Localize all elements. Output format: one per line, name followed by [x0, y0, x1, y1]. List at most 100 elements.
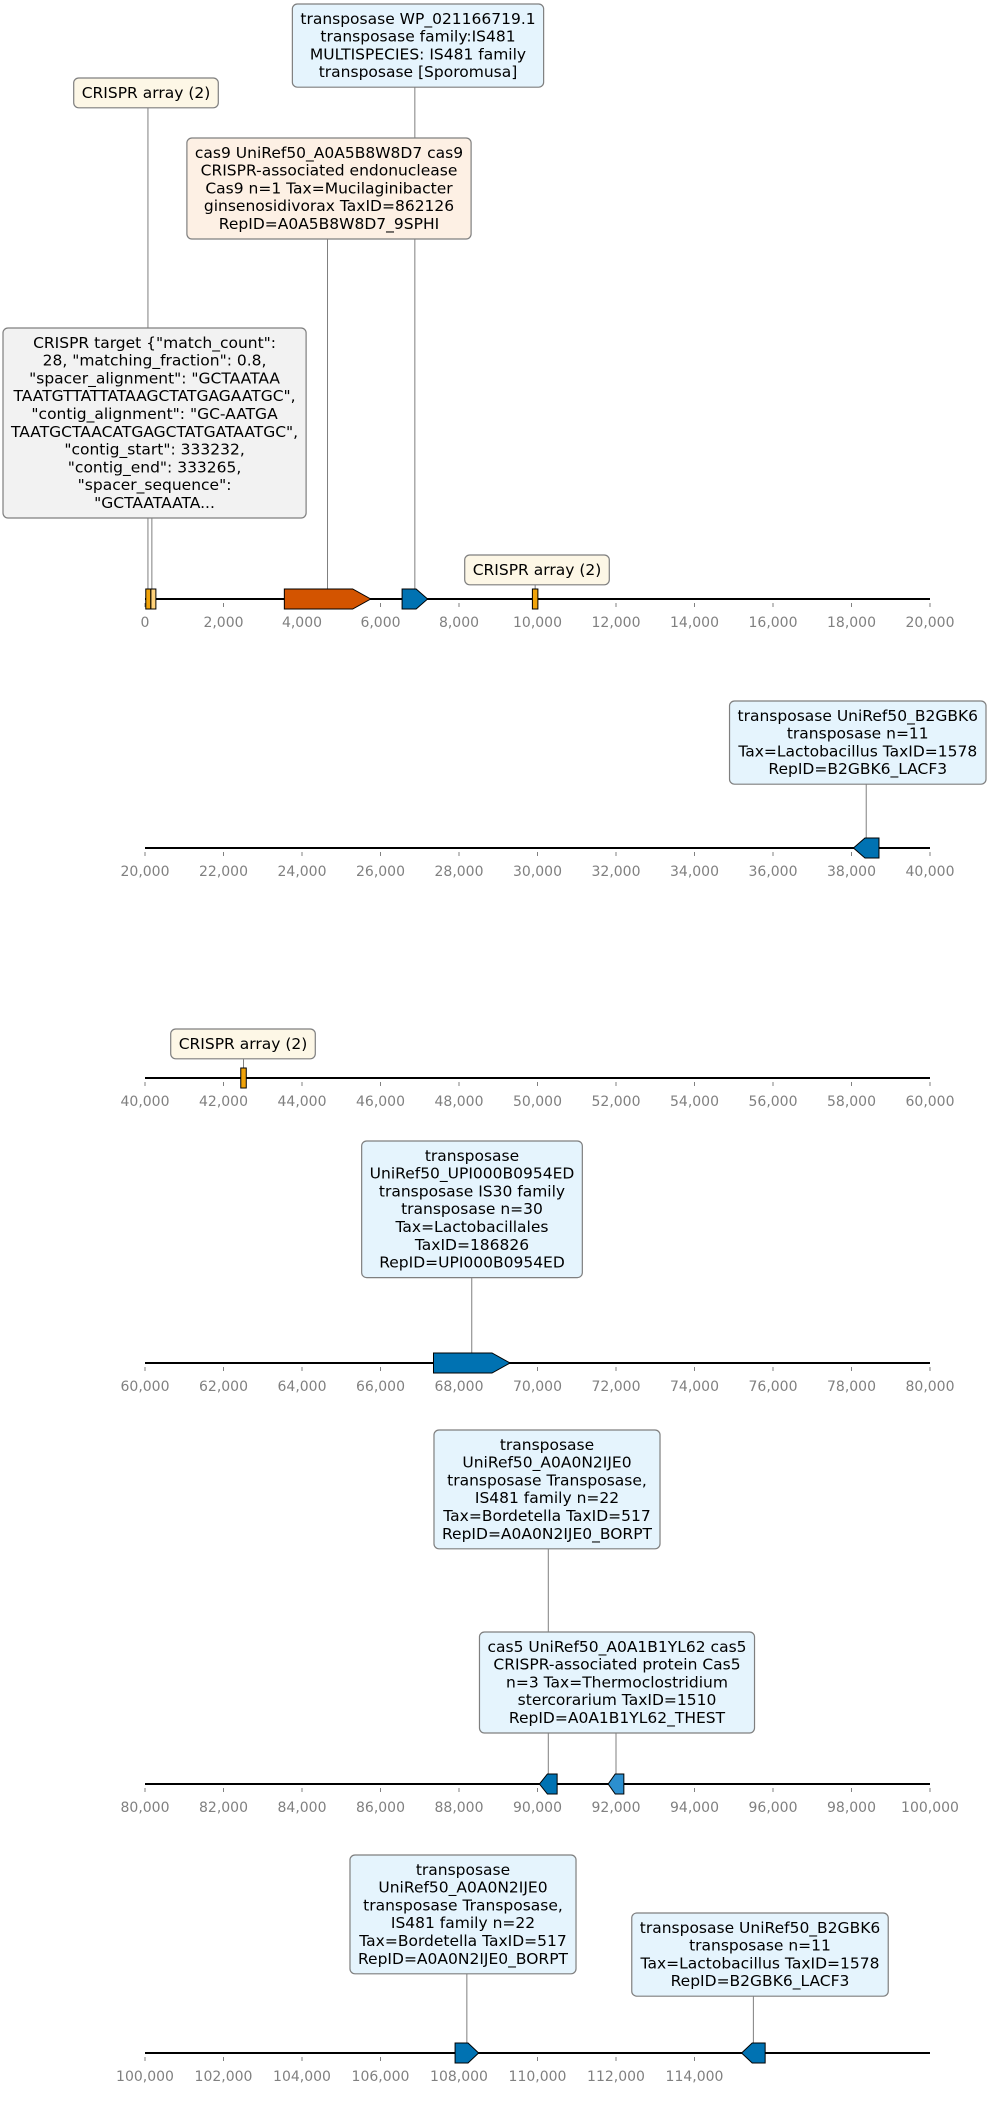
label-transposase-b2gbk6-2-line: RepID=B2GBK6_LACF3 — [671, 1972, 850, 1991]
label-transposase-b2gbk6-1-line: transposase n=11 — [787, 725, 929, 743]
transposase-gene-1[interactable] — [401, 588, 429, 610]
label-transposase-a0a0n2ije0-2-box — [349, 1854, 577, 1975]
tick-label: 70,000 — [513, 1379, 562, 1395]
label-cas9-line: RepID=A0A5B8W8D7_9SPHI — [219, 215, 439, 234]
crispr-array-1[interactable] — [145, 588, 152, 610]
label-crispr-target-line: "contig_end": 333265, — [68, 458, 242, 477]
tick-label: 110,000 — [509, 2069, 567, 2085]
track-4: 60,000 62,000 64,000 66,000 68,000 70,000 72,0… — [121, 1140, 955, 1395]
label-transposase-wp-line: transposase [Sporomusa] — [319, 63, 518, 81]
label-transposase-b2gbk6-2-line: transposase UniRef50_B2GBK6 — [640, 1919, 880, 1938]
tick-label: 90,000 — [513, 1800, 562, 1816]
tick-label: 6,000 — [360, 615, 400, 631]
tick-label: 40,000 — [906, 864, 955, 880]
label-transposase-a0a0n2ije0-1-box — [433, 1429, 661, 1550]
label-cas5-line: CRISPR-associated protein Cas5 — [493, 1656, 740, 1674]
label-crispr-array-1[interactable]: CRISPR array (2) — [73, 77, 219, 109]
tick-label: 52,000 — [592, 1094, 641, 1110]
transposase-gene-3[interactable] — [432, 1352, 512, 1374]
tick-label: 106,000 — [352, 2069, 410, 2085]
tick-label: 26,000 — [356, 864, 405, 880]
label-crispr-target-line: "spacer_alignment": "GCTAATAA — [29, 369, 280, 388]
label-transposase-a0a0n2ije0-2[interactable]: transposaseUniRef50_A0A0N2IJE0transposas… — [349, 1854, 577, 1975]
tick-label: 8,000 — [439, 615, 479, 631]
tick-label: 30,000 — [513, 864, 562, 880]
tick-label: 92,000 — [592, 1800, 641, 1816]
tick-label: 82,000 — [199, 1800, 248, 1816]
label-transposase-b2gbk6-1-line: Tax=Lactobacillus TaxID=1578 — [737, 742, 977, 760]
label-transposase-upi000b0954ed-line: transposase IS30 family — [379, 1182, 565, 1200]
tick-label: 74,000 — [670, 1379, 719, 1395]
label-transposase-b2gbk6-1-box — [728, 700, 987, 785]
tick-label: 76,000 — [749, 1379, 798, 1395]
label-transposase-a0a0n2ije0-1-line: transposase — [500, 1436, 594, 1454]
label-crispr-array-1-line: CRISPR array (2) — [82, 84, 211, 102]
label-transposase-upi000b0954ed-line: RepID=UPI000B0954ED — [379, 1254, 565, 1272]
tick-label: 84,000 — [278, 1800, 327, 1816]
label-crispr-target-line: 28, "matching_fraction": 0.8, — [43, 352, 267, 371]
tick-label: 48,000 — [435, 1094, 484, 1110]
label-cas9-line: ginsenosidivorax TaxID=862126 — [204, 197, 454, 215]
tick-label: 96,000 — [749, 1800, 798, 1816]
label-transposase-a0a0n2ije0-1-line: IS481 family n=22 — [475, 1489, 619, 1507]
label-transposase-a0a0n2ije0-1-line: Tax=Bordetella TaxID=517 — [442, 1507, 650, 1525]
track-1: 0 2,000 4,000 6,000 8,000 10,000 12,000 14,000 1… — [2, 3, 955, 631]
label-cas5-line: RepID=A0A1B1YL62_THEST — [509, 1709, 726, 1728]
label-crispr-array-3[interactable]: CRISPR array (2) — [170, 1028, 316, 1060]
tick-label: 56,000 — [749, 1094, 798, 1110]
label-crispr-target-line: "contig_alignment": "GC-AATGA — [31, 405, 278, 424]
tick-label: 114,000 — [666, 2069, 724, 2085]
tick-label: 104,000 — [273, 2069, 331, 2085]
label-transposase-upi000b0954ed-line: TaxID=186826 — [414, 1236, 529, 1254]
label-transposase-upi000b0954ed[interactable]: transposaseUniRef50_UPI000B0954EDtranspo… — [361, 1140, 583, 1279]
tick-label: 86,000 — [356, 1800, 405, 1816]
label-cas9-line: Cas9 n=1 Tax=Mucilaginibacter — [205, 179, 453, 197]
tick-label: 78,000 — [827, 1379, 876, 1395]
transposase-gene-2[interactable] — [852, 837, 880, 859]
track-6: 100,000 102,000 104,000 106,000 108,000 110,0… — [116, 1854, 930, 2085]
label-transposase-a0a0n2ije0-1[interactable]: transposaseUniRef50_A0A0N2IJE0transposas… — [433, 1429, 661, 1550]
label-crispr-array-3-line: CRISPR array (2) — [179, 1035, 308, 1053]
label-transposase-wp-box — [291, 3, 545, 88]
label-crispr-target[interactable]: CRISPR target {"match_count":28, "matchi… — [2, 327, 307, 519]
label-transposase-b2gbk6-1-line: RepID=B2GBK6_LACF3 — [768, 760, 947, 779]
cas5-gene[interactable] — [607, 1773, 625, 1795]
cas9-gene[interactable] — [283, 588, 372, 610]
tick-label: 50,000 — [513, 1094, 562, 1110]
label-transposase-upi000b0954ed-line: Tax=Lactobacillales — [395, 1218, 549, 1236]
crispr-array-3[interactable] — [240, 1067, 247, 1089]
tick-label: 58,000 — [827, 1094, 876, 1110]
tick-label: 14,000 — [670, 615, 719, 631]
tick-label: 40,000 — [121, 1094, 170, 1110]
label-crispr-target-line: "contig_start": 333232, — [64, 441, 244, 460]
label-transposase-a0a0n2ije0-2-line: RepID=A0A0N2IJE0_BORPT — [358, 1950, 569, 1969]
label-cas5-box — [478, 1631, 756, 1734]
tick-label: 54,000 — [670, 1094, 719, 1110]
label-cas9-line: CRISPR-associated endonuclease — [201, 162, 458, 180]
transposase-gene-5[interactable] — [454, 2042, 480, 2064]
label-cas9[interactable]: cas9 UniRef50_A0A5B8W8D7 cas9CRISPR-asso… — [186, 137, 472, 240]
crispr-target[interactable] — [150, 588, 157, 610]
label-crispr-array-2-box — [464, 554, 610, 586]
tick-label: 98,000 — [827, 1800, 876, 1816]
label-transposase-b2gbk6-2-line: Tax=Lactobacillus TaxID=1578 — [640, 1954, 880, 1972]
tick-label: 10,000 — [513, 615, 562, 631]
label-cas5[interactable]: cas5 UniRef50_A0A1B1YL62 cas5CRISPR-asso… — [478, 1631, 756, 1734]
label-crispr-array-2[interactable]: CRISPR array (2) — [464, 554, 610, 586]
tick-label: 0 — [141, 615, 150, 631]
label-transposase-a0a0n2ije0-2-line: transposase Transposase, — [363, 1896, 563, 1914]
label-transposase-wp-line: transposase family:IS481 — [320, 28, 515, 46]
label-crispr-array-3-box — [170, 1028, 316, 1060]
label-cas9-box — [186, 137, 472, 240]
label-transposase-b2gbk6-1-line: transposase UniRef50_B2GBK6 — [738, 707, 978, 726]
crispr-array-2[interactable] — [531, 588, 539, 610]
label-transposase-wp-line: transposase WP_021166719.1 — [300, 10, 535, 29]
label-cas5-line: stercorarium TaxID=1510 — [518, 1691, 717, 1709]
transposase-gene-6[interactable] — [740, 2042, 766, 2064]
transposase-gene-4[interactable] — [538, 1773, 558, 1795]
label-transposase-a0a0n2ije0-2-line: IS481 family n=22 — [391, 1914, 535, 1932]
tick-label: 28,000 — [435, 864, 484, 880]
